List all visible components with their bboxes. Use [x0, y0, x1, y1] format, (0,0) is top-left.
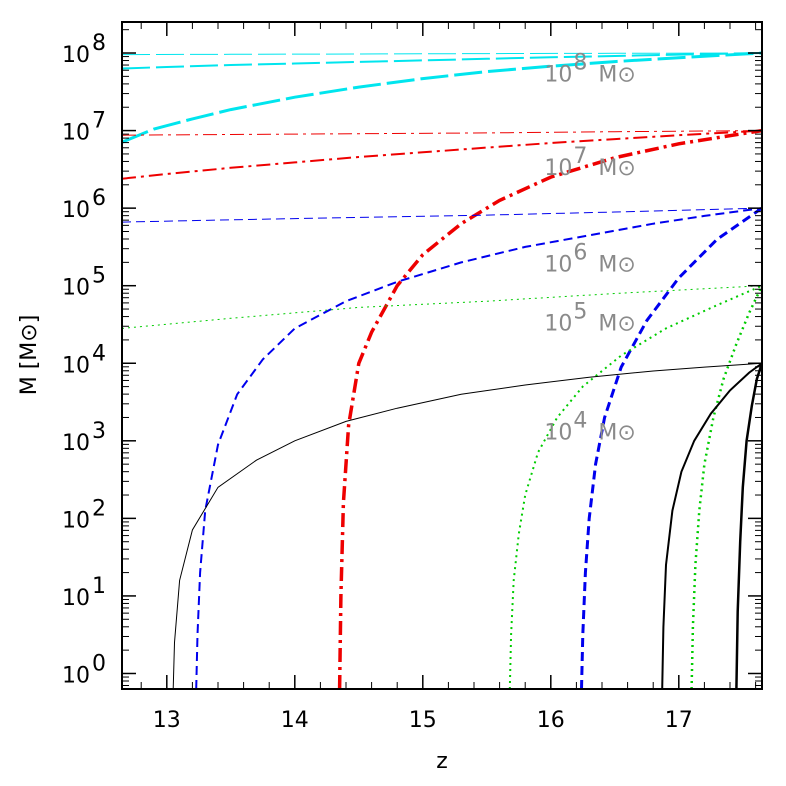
series-line-7	[122, 207, 762, 223]
mass-annotation: 10 4 M⊙	[544, 408, 635, 445]
y-tick-exponent: 4	[92, 341, 106, 366]
annotation-unit: M⊙	[598, 156, 635, 181]
mass-annotation: 10 7 M⊙	[544, 144, 635, 181]
y-axis-label: M [M⊙]	[17, 315, 42, 396]
annotation-exponent: 5	[573, 300, 587, 325]
series-line-4	[122, 130, 762, 136]
y-tick-exponent: 5	[92, 264, 106, 289]
series-line-1	[122, 52, 762, 56]
series-line-5	[122, 129, 762, 180]
annotation-base: 10	[544, 253, 572, 278]
x-tick-label: 15	[409, 708, 437, 733]
series-line-15	[735, 362, 762, 689]
y-tick-label: 10	[62, 121, 90, 146]
x-axis-label: z	[436, 749, 448, 774]
y-tick-label: 10	[62, 198, 90, 223]
annotation-exponent: 6	[573, 241, 587, 266]
annotation-base: 10	[544, 312, 572, 337]
series-line-2	[122, 52, 762, 70]
annotation-base: 10	[544, 63, 572, 88]
annotation-base: 10	[544, 156, 572, 181]
annotation-unit: M⊙	[598, 253, 635, 278]
y-tick-label: 10	[62, 276, 90, 301]
x-tick-label: 16	[537, 708, 565, 733]
y-tick-exponent: 8	[92, 31, 106, 56]
y-tick-exponent: 0	[92, 651, 106, 676]
x-tick-label: 14	[281, 708, 309, 733]
annotation-base: 10	[544, 420, 572, 445]
series-line-8	[195, 207, 762, 689]
x-tick-label: 13	[153, 708, 181, 733]
y-tick-exponent: 6	[92, 186, 106, 211]
plot-frame	[121, 21, 763, 690]
mass-annotation: 10 6 M⊙	[544, 241, 635, 278]
series-line-14	[661, 362, 762, 689]
y-tick-label: 10	[62, 586, 90, 611]
annotation-exponent: 8	[573, 51, 587, 76]
series-line-3	[122, 51, 762, 144]
annotation-unit: M⊙	[598, 63, 635, 88]
annotation-unit: M⊙	[598, 420, 635, 445]
series-line-9	[580, 206, 762, 689]
x-tick-label: 17	[665, 708, 693, 733]
series-line-10	[122, 285, 762, 329]
mass-annotations: 10 8 M⊙10 7 M⊙10 6 M⊙10 5 M⊙10 4 M⊙	[544, 51, 635, 446]
series-line-13	[172, 362, 762, 689]
series-line-6	[337, 128, 762, 689]
annotation-unit: M⊙	[598, 312, 635, 337]
mass-annotation: 10 5 M⊙	[544, 300, 635, 337]
y-tick-label: 10	[62, 508, 90, 533]
y-tick-exponent: 2	[92, 496, 106, 521]
y-tick-label: 10	[62, 43, 90, 68]
y-tick-exponent: 7	[92, 109, 106, 134]
y-tick-label: 10	[62, 431, 90, 456]
series-layer	[122, 51, 762, 689]
mass-annotation: 10 8 M⊙	[544, 51, 635, 88]
y-tick-exponent: 3	[92, 419, 106, 444]
y-tick-exponent: 1	[92, 574, 106, 599]
y-tick-label: 10	[62, 663, 90, 688]
series-line-12	[690, 285, 762, 689]
y-tick-label: 10	[62, 353, 90, 378]
annotation-exponent: 4	[573, 408, 587, 433]
annotation-exponent: 7	[573, 144, 587, 169]
series-line-11	[508, 284, 762, 689]
